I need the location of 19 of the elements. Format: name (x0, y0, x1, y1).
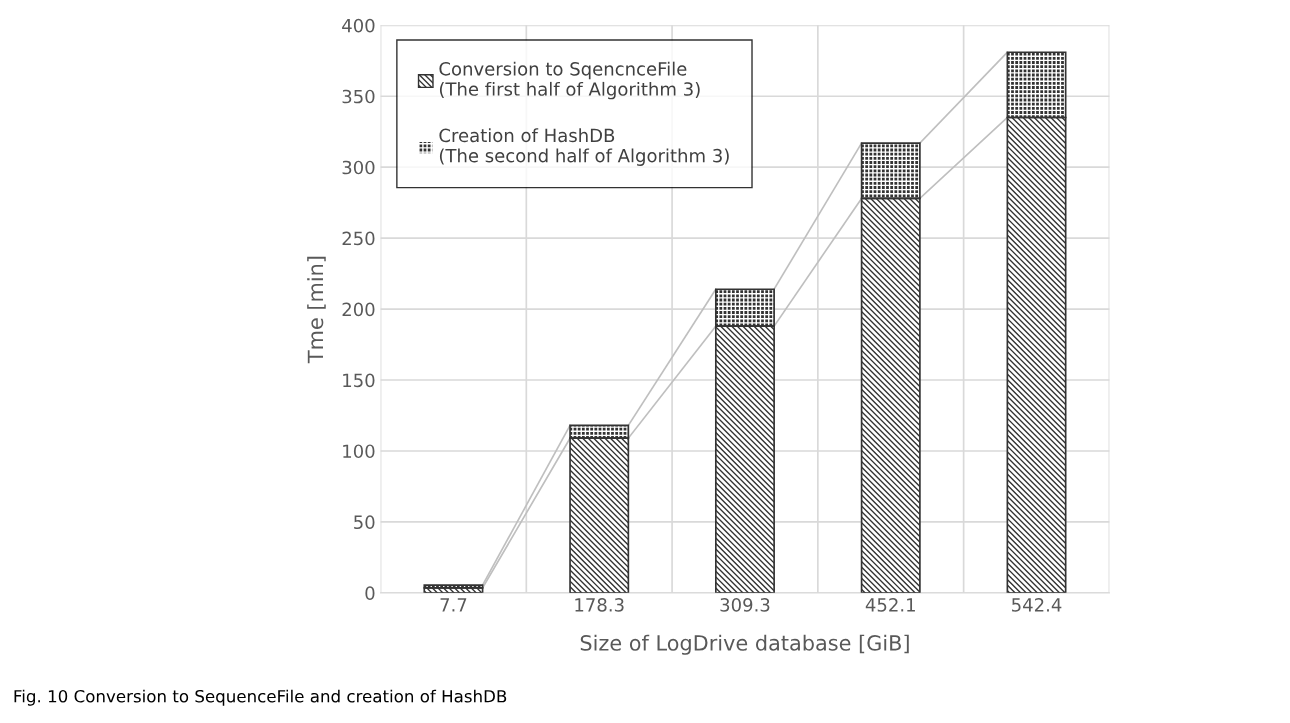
y-tick-label: 250 (342, 231, 375, 246)
y-axis-title: Tme [min] (307, 256, 326, 364)
x-tick-label: 178.3 (575, 598, 624, 612)
y-tick-label: 0 (365, 586, 375, 600)
legend-label: Creation of HashDB (The second half of Algorithm 3) (439, 128, 729, 166)
legend-label: Conversion to SqencnceFile (The first half of Algorithm 3) (439, 61, 700, 100)
y-tick-label: 50 (354, 515, 375, 530)
x-tick-label: 452.1 (865, 598, 915, 612)
y-tick-label: 350 (342, 89, 375, 104)
caption: Fig. 10 Conversion to SequenceFile and creation of HashDB (14, 689, 507, 706)
x-tick-label: 7.7 (440, 598, 467, 612)
y-tick-label: 200 (342, 302, 375, 317)
x-axis-title: Size of LogDrive database [GiB] (580, 634, 909, 655)
y-tick-label: 300 (342, 160, 375, 175)
y-tick-label: 400 (342, 18, 375, 33)
x-tick-label: 542.4 (1012, 598, 1062, 612)
y-tick-label: 150 (343, 373, 375, 388)
y-tick-label: 100 (343, 444, 375, 459)
x-tick-label: 309.3 (720, 598, 770, 612)
